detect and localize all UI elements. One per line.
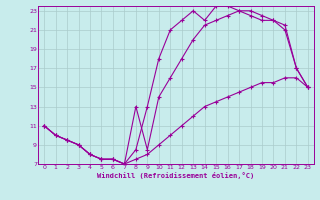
X-axis label: Windchill (Refroidissement éolien,°C): Windchill (Refroidissement éolien,°C) (97, 172, 255, 179)
